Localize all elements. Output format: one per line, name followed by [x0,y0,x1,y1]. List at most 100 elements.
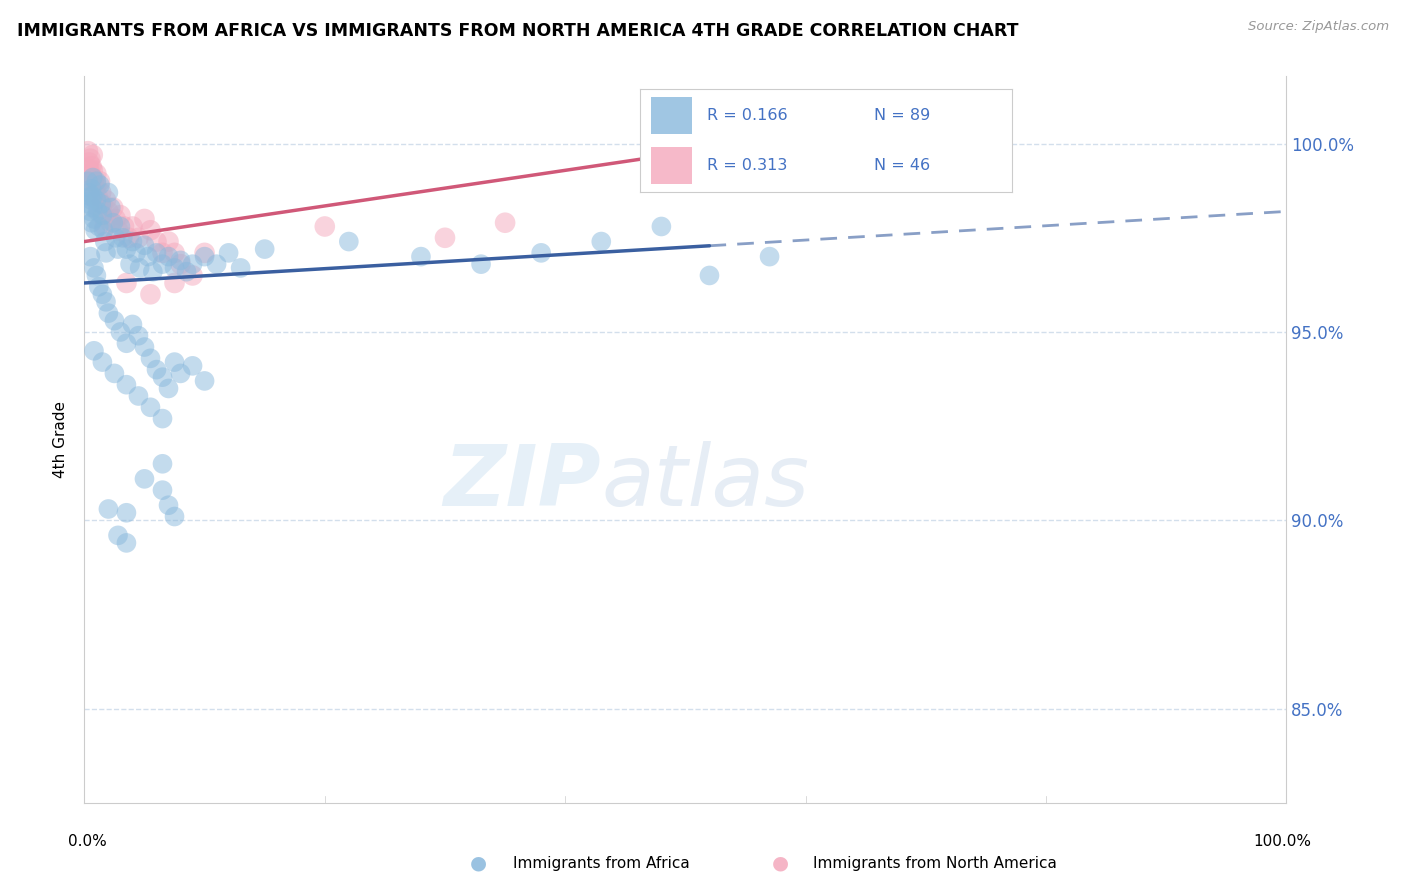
Point [110,208,132,222]
Point [94,219,117,234]
Point [80,193,103,207]
Point [94,193,117,207]
Point [77,174,100,188]
Point [104,231,127,245]
Point [104,211,127,226]
Text: Immigrants from Africa: Immigrants from Africa [513,856,690,871]
Point [83,343,105,358]
Point [83,174,105,188]
Point [699,268,721,283]
Point [127,389,149,403]
Point [142,265,165,279]
Point [97,186,120,200]
Y-axis label: 4th Grade: 4th Grade [53,401,69,478]
Point [181,257,204,271]
Point [470,257,492,271]
Point [157,235,180,249]
Point [229,260,252,275]
Point [93,208,115,222]
Text: Source: ZipAtlas.com: Source: ZipAtlas.com [1249,20,1389,33]
Point [145,235,167,249]
Point [194,374,217,388]
Point [100,201,122,215]
Point [84,223,107,237]
Point [79,167,101,181]
Text: R = 0.166: R = 0.166 [707,108,787,123]
Point [79,152,101,166]
Text: N = 46: N = 46 [875,158,931,173]
Point [83,211,105,226]
Point [94,235,117,249]
Point [89,174,111,188]
Point [103,367,125,381]
Point [77,186,100,200]
Point [152,457,174,471]
Point [82,163,104,178]
Point [118,231,141,245]
Point [128,260,150,275]
Point [91,355,114,369]
Point [107,528,129,542]
Point [139,223,162,237]
Point [434,231,457,245]
Point [77,144,100,158]
Text: 100.0%: 100.0% [1253,834,1312,849]
Bar [651,97,692,135]
Point [103,201,125,215]
Point [94,245,117,260]
Point [121,318,143,332]
Point [91,287,114,301]
Point [107,242,129,256]
Point [97,502,120,516]
Point [100,216,122,230]
Text: R = 0.313: R = 0.313 [707,158,787,173]
Text: ●: ● [470,854,486,873]
Point [87,201,110,215]
Point [176,265,198,279]
Point [157,381,180,395]
Point [115,506,138,520]
Point [82,170,104,185]
Point [115,242,138,256]
Point [530,245,553,260]
Point [93,223,115,237]
Point [169,257,191,271]
Point [82,189,104,203]
Point [80,174,103,188]
Point [152,370,174,384]
Point [139,287,162,301]
Point [145,245,167,260]
Point [94,294,117,309]
Point [121,235,143,249]
Point [86,174,108,188]
Point [83,260,105,275]
Point [409,250,432,264]
Point [121,219,143,234]
Point [111,231,134,245]
Point [152,245,174,260]
Point [80,182,103,196]
Point [115,377,138,392]
Point [77,155,100,169]
Point [79,204,101,219]
Point [134,238,156,252]
Text: IMMIGRANTS FROM AFRICA VS IMMIGRANTS FROM NORTH AMERICA 4TH GRADE CORRELATION CH: IMMIGRANTS FROM AFRICA VS IMMIGRANTS FRO… [17,22,1018,40]
Point [91,208,114,222]
Point [87,219,110,234]
Text: N = 89: N = 89 [875,108,931,123]
Point [134,472,156,486]
Point [134,211,156,226]
Point [86,204,108,219]
Point [163,276,186,290]
Point [337,235,360,249]
Point [80,216,103,230]
Point [591,235,613,249]
Point [139,351,162,366]
Point [218,245,240,260]
Point [163,260,186,275]
Point [157,498,180,512]
Point [169,367,191,381]
Point [103,313,125,327]
Point [194,250,217,264]
Point [82,148,104,162]
